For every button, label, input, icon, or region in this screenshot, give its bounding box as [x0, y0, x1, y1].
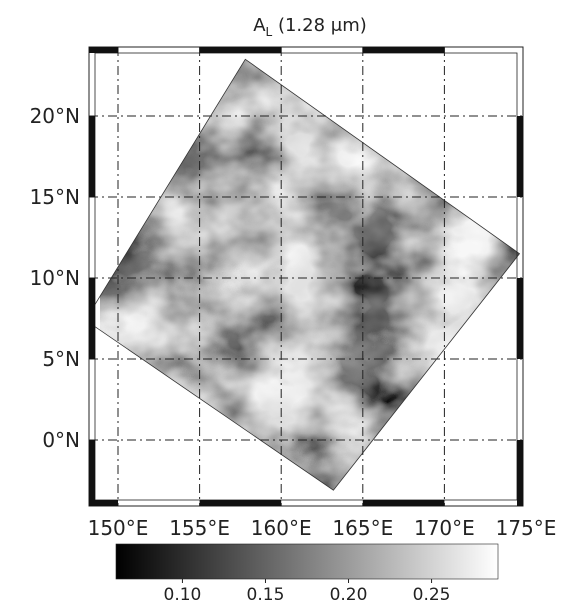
colorbar-label-1: 0.15 [247, 585, 285, 605]
frame-segment-left [89, 116, 95, 197]
frame-segment-left [89, 278, 95, 359]
lon-label-160: 160°E [251, 516, 312, 540]
colorbar-label-3: 0.25 [413, 585, 451, 605]
frame-segment-top [362, 47, 445, 53]
frame-segment-right [517, 440, 523, 506]
frame-segment-top [199, 47, 282, 53]
frame-segment-left [89, 440, 95, 506]
map-frame-border [88, 46, 524, 507]
colorbar: 0.10 0.15 0.20 0.25 [115, 543, 499, 605]
lat-label-5: 5°N [42, 347, 80, 371]
frame-segment-right [517, 278, 523, 359]
colorbar-label-2: 0.20 [330, 585, 368, 605]
title-subscript: L [266, 25, 273, 39]
frame-inner-outline [94, 52, 518, 501]
longitude-labels: 150°E 155°E 160°E 165°E 170°E 175°E [88, 516, 557, 540]
lat-label-20: 20°N [30, 104, 80, 128]
latitude-labels: 20°N 15°N 10°N 5°N 0°N [30, 104, 80, 452]
lon-label-165: 165°E [332, 516, 393, 540]
map-title: AL (1.28 μm) [253, 15, 367, 39]
title-main: A [253, 15, 266, 36]
lat-label-10: 10°N [30, 266, 80, 290]
colorbar-ticks: 0.10 0.15 0.20 0.25 [164, 579, 451, 605]
frame-outline [88, 46, 524, 507]
lat-label-15: 15°N [30, 185, 80, 209]
graticule [89, 47, 523, 506]
lon-label-155: 155°E [169, 516, 230, 540]
lat-label-0: 0°N [42, 428, 80, 452]
lon-label-150: 150°E [88, 516, 149, 540]
lon-label-175: 175°E [496, 516, 557, 540]
frame-segment-bottom [89, 500, 118, 506]
frame-segment-bottom [362, 500, 445, 506]
lon-label-170: 170°E [414, 516, 475, 540]
colorbar-label-0: 0.10 [164, 585, 202, 605]
title-suffix: (1.28 μm) [272, 15, 367, 36]
colorbar-ramp [115, 543, 499, 580]
frame-segment-top [89, 47, 118, 53]
swath-outline [89, 58, 521, 491]
frame-segment-right [517, 116, 523, 197]
frame-segment-bottom [199, 500, 282, 506]
